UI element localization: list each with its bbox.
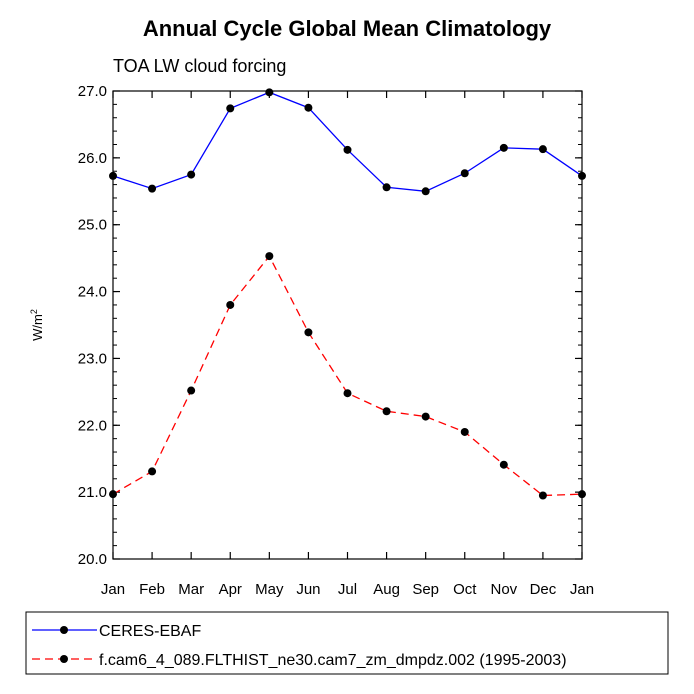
x-tick-label: Mar: [178, 581, 204, 598]
x-tick-label: Jul: [338, 581, 357, 598]
data-point: [187, 386, 196, 395]
y-tick-label: 21.0: [78, 484, 107, 501]
data-point: [304, 328, 313, 337]
series-layer: [109, 88, 586, 500]
data-point: [109, 171, 117, 180]
data-point: [109, 490, 117, 499]
data-point: [226, 300, 235, 309]
legend-marker: [60, 626, 68, 634]
series-line-1: [112, 91, 583, 192]
legend-label-2: f.cam6_4_089.FLTHIST_ne30.cam7_zm_dmpdz.…: [99, 652, 567, 669]
legend-box: [25, 611, 669, 675]
data-point: [578, 490, 586, 499]
x-tick-label: Apr: [219, 581, 242, 598]
x-tick-label: Jan: [570, 581, 594, 598]
x-tick-label: Feb: [139, 581, 165, 598]
x-tick-label: Nov: [490, 581, 517, 598]
y-axis-label: W/m2: [29, 309, 45, 341]
data-point: [343, 145, 352, 154]
y-axis-label-superscript: 2: [29, 309, 39, 314]
data-point: [460, 427, 469, 436]
x-tick-label: Jan: [101, 581, 125, 598]
data-point: [148, 184, 157, 193]
legend-label-1: CERES-EBAF: [99, 623, 201, 640]
y-tick-label: 22.0: [78, 417, 107, 434]
data-point: [343, 389, 352, 398]
y-tick-label: 23.0: [78, 350, 107, 367]
data-point: [148, 467, 157, 476]
y-tick-label: 24.0: [78, 284, 107, 301]
data-point: [226, 104, 235, 113]
chart-subtitle: TOA LW cloud forcing: [113, 56, 286, 76]
x-tick-label: Aug: [373, 581, 400, 598]
legend: CERES-EBAF f.cam6_4_089.FLTHIST_ne30.cam7…: [32, 623, 567, 669]
y-axis: 20.0 21.0 22.0 23.0 24.0 25.0 26.0 27.0: [78, 83, 582, 568]
y-tick-label: 25.0: [78, 217, 107, 234]
data-point: [382, 183, 391, 192]
data-point: [265, 252, 274, 261]
data-point: [578, 171, 586, 180]
series-line-2: [112, 254, 583, 497]
data-point: [187, 170, 196, 179]
y-tick-label: 26.0: [78, 150, 107, 167]
data-point: [421, 187, 430, 196]
y-tick-label: 27.0: [78, 83, 107, 100]
legend-marker: [60, 655, 68, 663]
data-point: [304, 103, 313, 112]
x-tick-label: Jun: [296, 581, 320, 598]
data-point: [421, 412, 430, 421]
data-point: [382, 407, 391, 416]
data-point: [460, 169, 469, 178]
y-tick-label: 20.0: [78, 551, 107, 568]
data-point: [499, 143, 508, 152]
y-axis-label-text: W/m: [30, 314, 45, 341]
x-tick-label: Oct: [453, 581, 477, 598]
chart-title: Annual Cycle Global Mean Climatology: [143, 16, 552, 41]
data-point: [265, 88, 274, 97]
x-tick-label: Dec: [530, 581, 557, 598]
x-tick-label: May: [255, 581, 284, 598]
plot-frame: [112, 90, 583, 560]
x-axis: Jan Feb Mar Apr May Jun Jul Aug Sep Oct Nov Dec Jan: [101, 91, 594, 598]
x-tick-label: Sep: [412, 581, 439, 598]
data-point: [538, 145, 547, 154]
data-point: [499, 460, 508, 469]
data-point: [538, 491, 547, 500]
